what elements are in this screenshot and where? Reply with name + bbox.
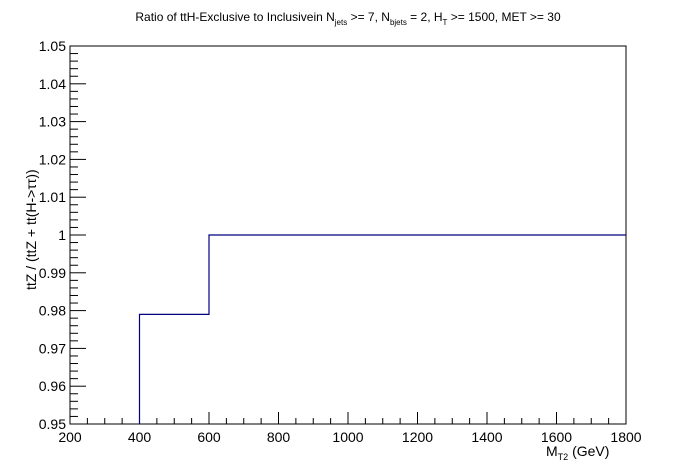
x-tick-label: 800	[267, 429, 291, 445]
x-tick-label: 1200	[402, 429, 433, 445]
x-tick-label: 1800	[610, 429, 641, 445]
x-tick-label: 400	[128, 429, 152, 445]
x-axis-label: MT2 (GeV)	[546, 443, 609, 462]
x-axis: 200 400 600 800 1000 1200 1400 1600 1800	[58, 412, 642, 445]
y-tick-label: 0.96	[39, 378, 66, 394]
y-tick-label: 0.97	[39, 340, 66, 356]
y-tick-label: 1.02	[39, 151, 66, 167]
y-tick-label: 1.05	[39, 38, 66, 54]
histogram-series	[138, 234, 626, 424]
y-tick-label: 1.04	[39, 76, 66, 92]
y-tick-label: 0.99	[39, 265, 66, 281]
y-axis: 0.95 0.96 0.97 0.98 0.99 1 1.01 1.02 1.03 1.04 1.0…	[39, 38, 86, 432]
x-tick-label: 1400	[471, 429, 502, 445]
histogram-line	[138, 234, 626, 424]
y-tick-label: 1.03	[39, 114, 66, 130]
chart-title: Ratio of ttH-Exclusive to Inclusivein Nj…	[135, 10, 561, 27]
y-tick-label: 1.01	[39, 189, 66, 205]
y-tick-label: 0.95	[39, 416, 66, 432]
x-tick-label: 1000	[332, 429, 363, 445]
x-tick-label: 1600	[541, 429, 572, 445]
x-tick-label: 200	[58, 429, 82, 445]
y-tick-label: 1	[58, 227, 66, 243]
y-tick-label: 0.98	[39, 303, 66, 319]
y-axis-label: ttZ / (ttZ + tt(H->ττ))	[23, 169, 39, 290]
x-tick-label: 600	[197, 429, 221, 445]
